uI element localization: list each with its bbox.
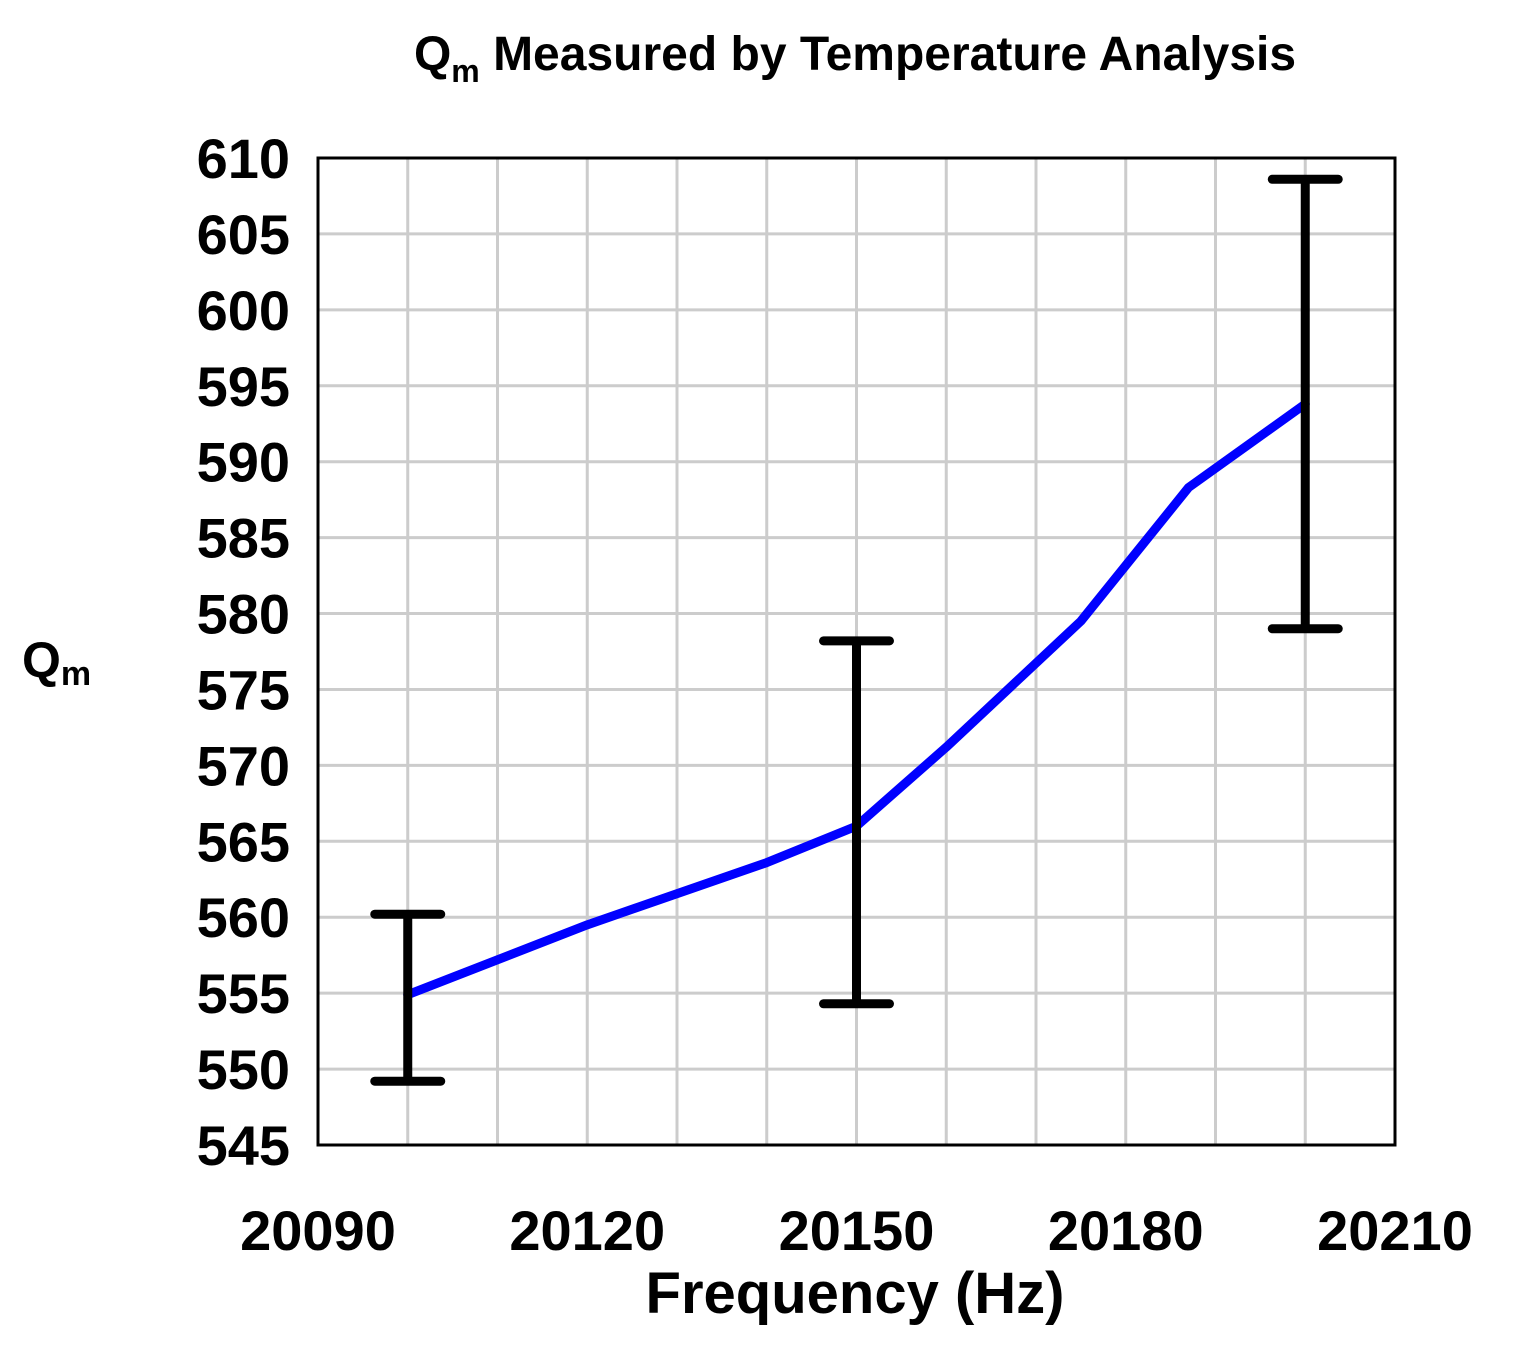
qm-series-line — [403, 399, 1310, 1000]
y-axis-label: Qm — [22, 632, 91, 693]
y-tick-label: 580 — [197, 583, 290, 646]
chart-title: Qm Measured by Temperature Analysis — [414, 28, 1296, 89]
series-layer — [403, 399, 1310, 1000]
x-tick-label: 20150 — [779, 1199, 935, 1262]
title-main: Q — [414, 28, 451, 81]
y-tick-label: 570 — [197, 734, 290, 797]
x-tick-label: 20210 — [1317, 1199, 1473, 1262]
error-bar — [1267, 174, 1343, 634]
y-tick-label: 565 — [197, 810, 290, 873]
error-bar-layer — [370, 174, 1343, 1086]
plot-area-border — [316, 156, 1397, 1147]
x-tick-label: 20180 — [1048, 1199, 1204, 1262]
title-subscript: m — [451, 53, 479, 89]
error-bar — [370, 909, 446, 1086]
y-tick-label: 600 — [197, 279, 290, 342]
y-tick-label: 555 — [197, 962, 290, 1025]
x-axis-label: Frequency (Hz) — [646, 1261, 1065, 1326]
y-tick-label: 590 — [197, 431, 290, 494]
y-tick-labels: 610 605 600 595 590 585 580 575 570 565 560 555 550 5… — [197, 127, 290, 1177]
y-tick-label: 605 — [197, 203, 290, 266]
y-label-subscript: m — [61, 655, 91, 693]
y-tick-label: 585 — [197, 507, 290, 570]
y-tick-label: 575 — [197, 658, 290, 721]
y-tick-label: 545 — [197, 1114, 290, 1177]
x-tick-label: 20120 — [509, 1199, 665, 1262]
x-tick-label: 20090 — [240, 1199, 396, 1262]
y-tick-label: 560 — [197, 886, 290, 949]
error-bar — [819, 636, 894, 1009]
title-rest: Measured by Temperature Analysis — [480, 28, 1296, 81]
y-label-main: Q — [22, 632, 61, 688]
y-tick-label: 550 — [197, 1038, 290, 1101]
x-tick-labels: 20090 20120 20150 20180 20210 — [240, 1199, 1473, 1262]
y-tick-label: 610 — [197, 127, 290, 190]
y-tick-label: 595 — [197, 355, 290, 418]
